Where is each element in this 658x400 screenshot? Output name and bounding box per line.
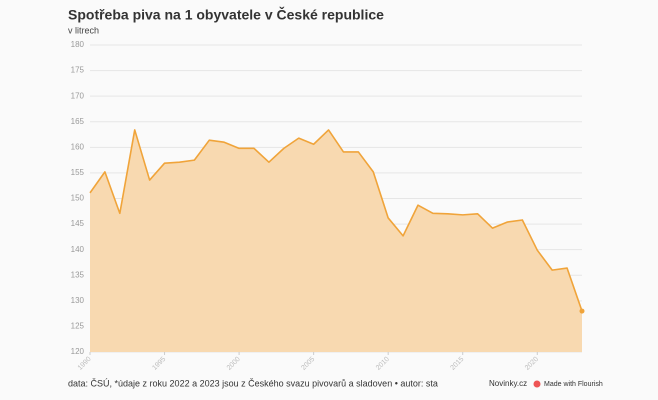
y-tick-label: 175 bbox=[71, 66, 85, 75]
y-tick-label: 150 bbox=[71, 194, 85, 203]
y-tick-label: 160 bbox=[71, 142, 85, 151]
y-tick-label: 125 bbox=[71, 322, 85, 331]
chart-subtitle: v litrech bbox=[68, 25, 99, 35]
y-tick-label: 145 bbox=[71, 219, 85, 228]
area-fill bbox=[90, 129, 582, 352]
y-tick-label: 170 bbox=[71, 91, 85, 100]
publisher: Novinky.cz bbox=[489, 379, 527, 388]
y-tick-label: 120 bbox=[71, 347, 85, 356]
y-tick-label: 165 bbox=[71, 117, 85, 126]
y-tick-label: 155 bbox=[71, 168, 85, 177]
end-point bbox=[579, 308, 585, 314]
source-note: data: ČSÚ, *údaje z roku 2022 a 2023 jso… bbox=[68, 378, 438, 388]
y-tick-label: 180 bbox=[71, 40, 85, 49]
y-tick-label: 135 bbox=[71, 270, 85, 279]
credit: Made with Flourish bbox=[544, 381, 603, 388]
chart-title: Spotřeba piva na 1 obyvatele v České rep… bbox=[68, 6, 384, 23]
flourish-logo bbox=[533, 380, 541, 388]
line bbox=[89, 129, 583, 312]
y-tick-label: 130 bbox=[71, 296, 85, 305]
y-tick-label: 140 bbox=[71, 245, 85, 254]
